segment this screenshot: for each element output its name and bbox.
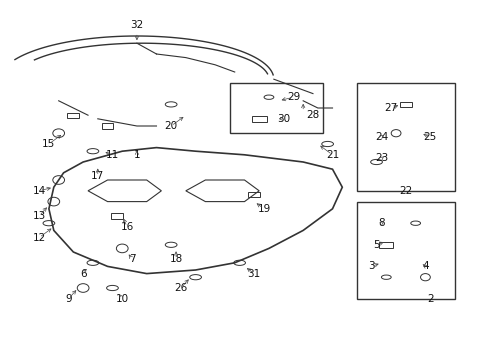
- Text: 21: 21: [325, 150, 339, 160]
- Text: 12: 12: [32, 233, 46, 243]
- Text: 8: 8: [377, 218, 384, 228]
- Text: 5: 5: [372, 240, 379, 250]
- Text: 7: 7: [128, 254, 135, 264]
- Text: 9: 9: [65, 294, 72, 304]
- Text: 30: 30: [277, 114, 289, 124]
- Bar: [399, 102, 411, 107]
- Text: 31: 31: [247, 269, 261, 279]
- Text: 14: 14: [32, 186, 46, 196]
- Bar: [356, 202, 454, 299]
- Bar: [356, 83, 454, 191]
- Text: 10: 10: [116, 294, 128, 304]
- Text: 23: 23: [374, 153, 387, 163]
- Text: 20: 20: [164, 121, 177, 131]
- Bar: [248, 192, 260, 197]
- Text: 25: 25: [423, 132, 436, 142]
- Bar: [229, 83, 322, 133]
- Bar: [67, 113, 79, 118]
- Text: 27: 27: [384, 103, 397, 113]
- Text: 32: 32: [130, 20, 143, 30]
- Bar: [379, 242, 392, 248]
- Bar: [111, 213, 123, 219]
- Text: 2: 2: [426, 294, 433, 304]
- Text: 26: 26: [174, 283, 187, 293]
- Text: 17: 17: [91, 171, 104, 181]
- Text: 29: 29: [286, 92, 300, 102]
- Bar: [251, 116, 266, 122]
- Text: 15: 15: [42, 139, 56, 149]
- Text: 11: 11: [105, 150, 119, 160]
- Text: 3: 3: [367, 261, 374, 271]
- Text: 18: 18: [169, 254, 183, 264]
- Text: 19: 19: [257, 204, 270, 214]
- Text: 24: 24: [374, 132, 387, 142]
- Text: 4: 4: [421, 261, 428, 271]
- Text: 6: 6: [80, 269, 86, 279]
- Bar: [102, 123, 113, 129]
- Text: 13: 13: [32, 211, 46, 221]
- Text: 22: 22: [398, 186, 412, 196]
- Text: 16: 16: [120, 222, 134, 232]
- Text: 1: 1: [133, 150, 140, 160]
- Text: 28: 28: [305, 110, 319, 120]
